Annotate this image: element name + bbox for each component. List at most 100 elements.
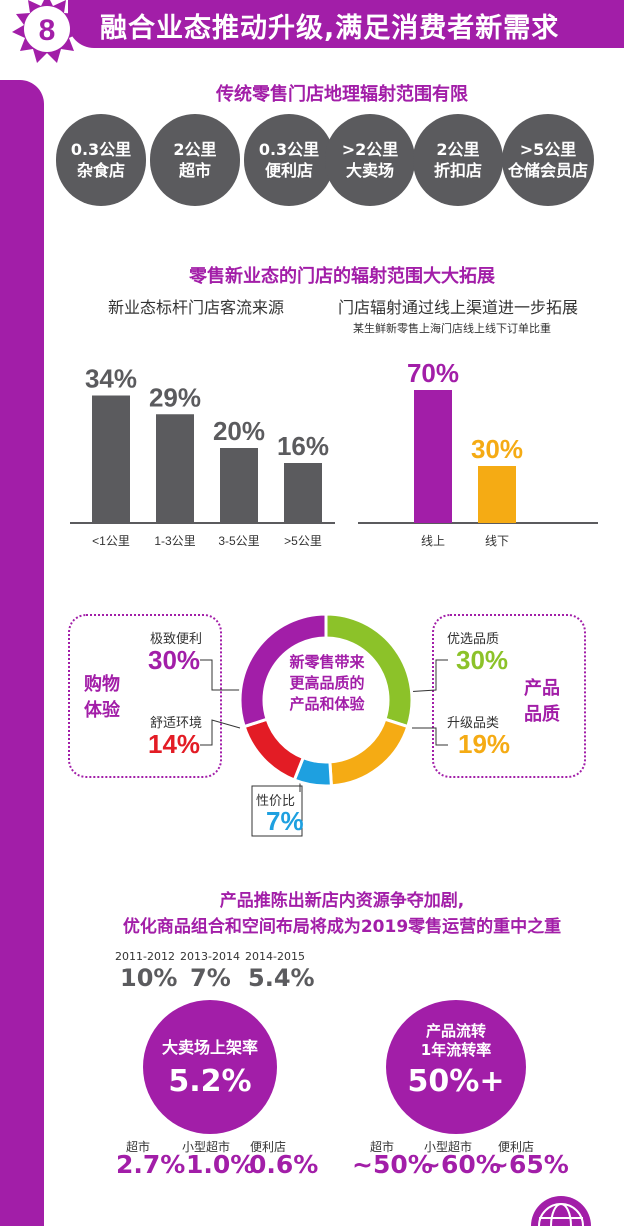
store-value: ~60% [420, 1150, 501, 1179]
metric-label-environment: 舒适环境 [150, 716, 203, 731]
turnover-title-line2: 1年流转率 [420, 1041, 492, 1059]
store-value: 1.0% [186, 1150, 256, 1179]
turnover-circle: 产品流转 1年流转率 50%+ [386, 1000, 526, 1134]
store-value: ~50% [352, 1150, 433, 1179]
side-decor-bar [0, 80, 44, 1226]
globe-icon [531, 1196, 591, 1226]
x-tick-label: <1公里 [92, 534, 130, 548]
metric-label-value-for-money: 性价比 [256, 794, 296, 809]
radius-pill: 2公里 超市 [150, 114, 240, 206]
store-label: 超市 [370, 1140, 395, 1154]
donut-slice [238, 612, 328, 729]
store-label: 小型超市 [182, 1140, 231, 1154]
store-value: ~65% [488, 1150, 569, 1179]
section2-title: 零售新业态的门店的辐射范围大大拓展 [189, 266, 495, 287]
store-value: 2.7% [116, 1150, 186, 1179]
group-label-line: 品质 [524, 704, 560, 725]
radius-pill: >2公里 大卖场 [325, 114, 415, 206]
section3-title-line1: 产品推陈出新店内资源争夺加剧, [219, 891, 465, 911]
turnover-value: 50%+ [407, 1064, 505, 1099]
x-tick-label: >5公里 [284, 534, 322, 548]
pill-distance: 0.3公里 [70, 140, 132, 159]
metric-value-value-for-money: 7% [266, 806, 304, 836]
x-tick-label: 3-5公里 [218, 534, 259, 548]
shelf-rate-circle: 大卖场上架率 5.2% [143, 1000, 277, 1134]
pill-distance: 2公里 [173, 140, 217, 159]
metric-value-category: 19% [458, 729, 511, 759]
section1-title: 传统零售门店地理辐射范围有限 [216, 84, 468, 105]
bar-value-label: 70% [407, 358, 459, 388]
year-label: 2011-2012 [115, 950, 175, 963]
donut-center-text: 新零售带来 更高品质的 产品和体验 [268, 652, 386, 715]
store-label: 超市 [126, 1140, 151, 1154]
section3-title-line2: 优化商品组合和空间布局将成为2019零售运营的重中之重 [122, 917, 562, 937]
quality-donut-chart [238, 612, 414, 788]
header-band [68, 0, 624, 48]
traffic-chart-title: 新业态标杆门店客流来源 [108, 298, 285, 317]
pill-distance: 2公里 [436, 140, 480, 159]
pill-store-type: 仓储会员店 [507, 161, 588, 180]
channel-chart-title: 门店辐射通过线上渠道进一步拓展 [338, 298, 579, 317]
metric-value-environment: 14% [148, 729, 201, 759]
shelf-rate-value: 5.2% [168, 1064, 252, 1099]
donut-center-line: 更高品质的 [289, 674, 365, 692]
shelf-rate-title: 大卖场上架率 [161, 1038, 258, 1057]
x-tick-label: 线下 [485, 534, 509, 548]
pill-distance: >2公里 [341, 140, 399, 159]
bar [92, 395, 130, 523]
donut-slice [328, 717, 410, 788]
store-label: 便利店 [498, 1140, 535, 1154]
pill-store-type: 超市 [178, 161, 211, 180]
turnover-title-line1: 产品流转 [425, 1022, 486, 1040]
donut-center-line: 新零售带来 [289, 653, 365, 671]
pill-distance: >5公里 [519, 140, 577, 159]
product-quality-box [432, 614, 586, 778]
donut-slice [242, 717, 306, 782]
bar [478, 466, 516, 523]
pill-store-type: 大卖场 [345, 161, 394, 180]
year-value: 5.4% [248, 964, 315, 992]
bar-value-label: 20% [213, 416, 265, 446]
donut-center-line: 产品和体验 [289, 695, 365, 713]
bar-value-label: 16% [277, 431, 329, 461]
bar [284, 463, 322, 523]
shopping-experience-box [68, 614, 222, 778]
pill-store-type: 杂食店 [76, 161, 125, 180]
group-label-line: 体验 [84, 700, 120, 721]
pill-store-type: 折扣店 [433, 161, 482, 180]
radius-pill: 2公里 折扣店 [413, 114, 503, 206]
store-label: 小型超市 [424, 1140, 473, 1154]
year-label: 2013-2014 [180, 950, 240, 963]
online-offline-bar-chart: 70% 线上 30% 线下 [358, 358, 598, 548]
bar [414, 390, 452, 523]
bar-value-label: 34% [85, 364, 137, 394]
radius-pill: 0.3公里 杂食店 [56, 114, 146, 206]
product-quality-label: 产品 品质 [524, 676, 560, 728]
group-label-line: 购物 [84, 674, 120, 695]
traffic-source-bar-chart: 34% <1公里 29% 1-3公里 20% 3-5公里 16% >5公里 [70, 364, 335, 548]
year-value: 7% [190, 964, 231, 992]
x-tick-label: 线上 [421, 534, 445, 548]
pill-store-type: 便利店 [264, 161, 313, 180]
metric-label-convenience: 极致便利 [150, 632, 203, 647]
metric-label-quality: 优选品质 [447, 632, 500, 647]
metric-label-category: 升级品类 [447, 716, 500, 731]
bar [156, 414, 194, 523]
x-tick-label: 1-3公里 [154, 534, 195, 548]
year-value: 10% [120, 964, 178, 992]
group-label-line: 产品 [524, 678, 560, 699]
page-title: 融合业态推动升级,满足消费者新需求 [100, 13, 560, 44]
metric-value-convenience: 30% [148, 645, 201, 675]
section-number-badge: 8 [12, 0, 82, 63]
bar-value-label: 29% [149, 382, 201, 412]
radius-pill: >5公里 仓储会员店 [502, 114, 594, 206]
bar-value-label: 30% [471, 434, 523, 464]
connector-lines [200, 659, 448, 837]
section-number: 8 [39, 14, 56, 47]
radius-pill: 0.3公里 便利店 [244, 114, 334, 206]
pill-distance: 0.3公里 [258, 140, 320, 159]
metric-value-quality: 30% [456, 645, 509, 675]
year-label: 2014-2015 [245, 950, 305, 963]
channel-chart-subtitle: 某生鲜新零售上海门店线上线下订单比重 [353, 322, 551, 335]
shopping-experience-label: 购物 体验 [84, 672, 120, 724]
